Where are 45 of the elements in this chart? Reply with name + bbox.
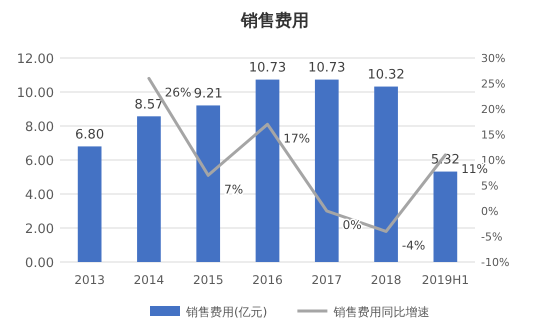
chart-title: 销售费用 [240,11,309,31]
data-label: 6.80 [75,127,104,142]
y-tick-label: 6.00 [25,154,54,169]
bar [434,172,458,262]
y2-tick-label: 30% [481,52,506,65]
x-tick-label: 2017 [312,273,342,287]
bar [137,116,161,262]
y2-tick-label: -10% [481,256,510,269]
data-label: -4% [402,238,426,252]
y-tick-label: 8.00 [25,120,54,135]
x-tick-label: 2014 [134,273,164,287]
data-label: 7% [224,182,244,196]
x-tick-label: 2016 [252,273,283,287]
y2-tick-label: 5% [481,180,498,192]
y2-tick-label: 15% [481,128,506,142]
x-tick-label: 2018 [370,273,402,287]
y-tick-label: 0.00 [25,256,54,271]
y-tick-label: 10.00 [16,86,54,101]
data-label: 9.21 [194,86,223,102]
y2-tick-label: 25% [481,78,506,90]
data-label: 10.73 [308,60,346,76]
y-tick-label: 4.00 [25,188,54,203]
data-label: 17% [283,131,310,146]
data-label: 11% [461,162,488,176]
data-label: 5.32 [430,152,460,168]
data-label: 0% [342,218,362,232]
x-tick-label: 2019H1 [422,273,469,287]
y-tick-label: 2.00 [25,222,54,237]
y2-tick-label: -5% [481,230,502,244]
bar [78,146,102,262]
data-label: 8.57 [134,97,164,112]
x-tick-label: 2013 [74,273,105,287]
data-label: 10.73 [248,60,286,76]
bar [256,80,280,262]
data-label: 26% [164,85,192,100]
x-tick-label: 2015 [192,273,224,287]
y2-tick-label: 20% [481,103,506,116]
legend-label: 销售费用同比增速 [332,305,430,319]
bar [314,80,339,262]
legend-label: 销售费用(亿元) [185,305,268,319]
data-label: 10.32 [367,68,405,83]
y2-tick-label: 0% [481,205,498,218]
bar [374,86,398,262]
bar [196,105,220,262]
y-tick-label: 12.00 [16,52,54,67]
